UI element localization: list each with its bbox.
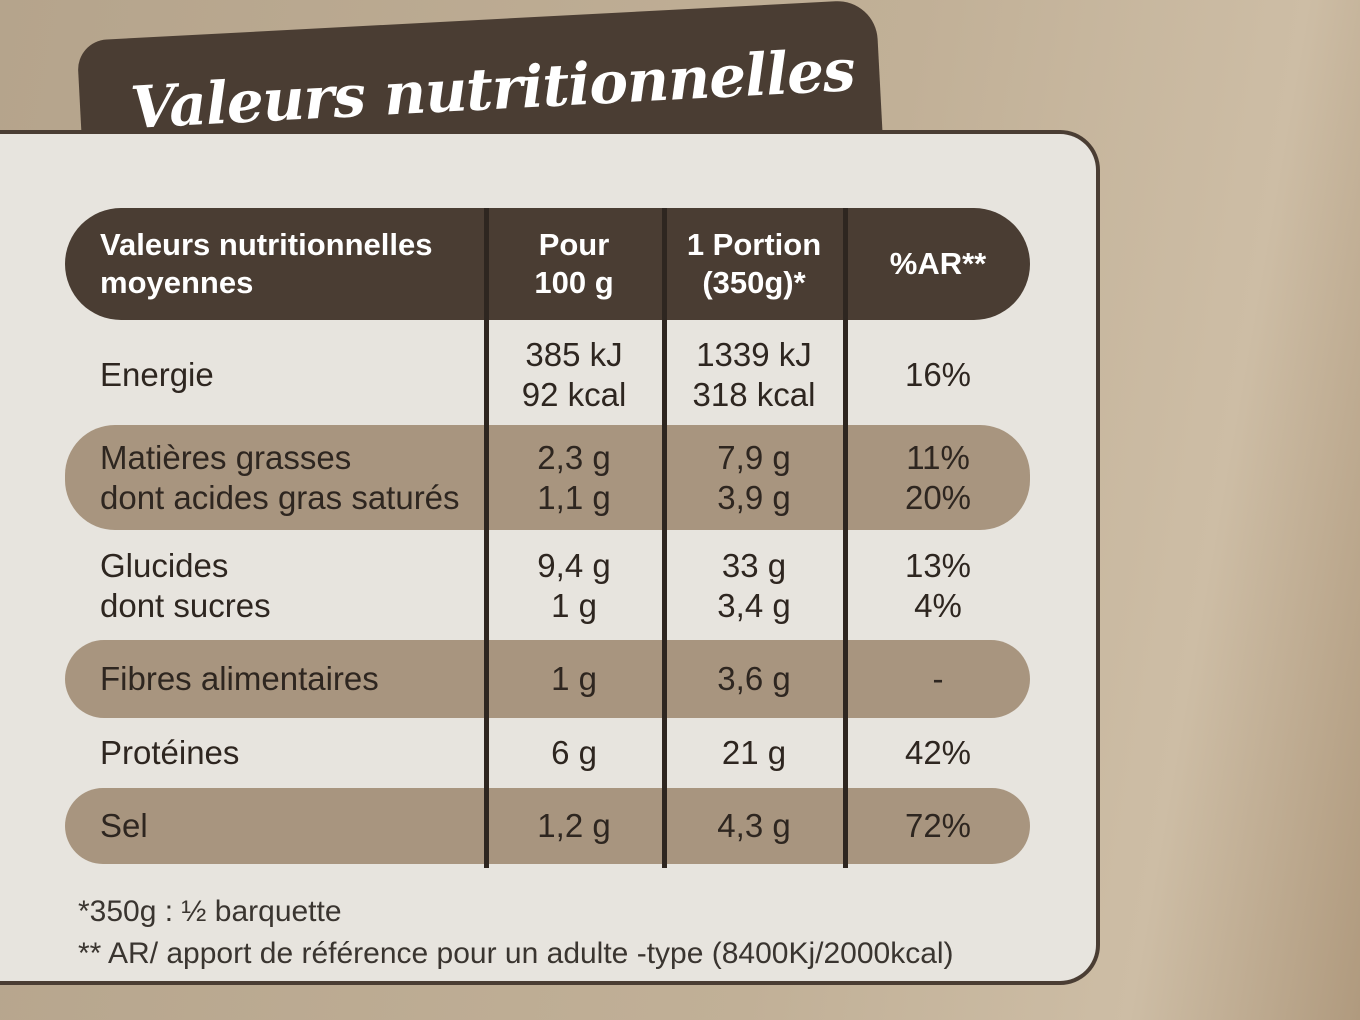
footnote: ** AR/ apport de référence pour un adult… (78, 937, 954, 970)
cell-line: 318 kcal (692, 376, 816, 413)
cell-line: dont sucres (100, 587, 271, 624)
cell-line: moyennes (100, 265, 254, 300)
cell-line: Fibres alimentaires (100, 660, 379, 697)
cell-line: 100 g (534, 265, 614, 300)
cell-line: 16% (904, 356, 972, 393)
cell-line: 33 g (721, 547, 787, 584)
cell-line: dont acides gras saturés (100, 478, 460, 516)
row-label: Fibres alimentaires (100, 640, 480, 718)
footnote: *350g : ½ barquette (78, 895, 342, 928)
value-cell: 72% (848, 788, 1028, 864)
cell-line: 3,4 g (717, 587, 791, 624)
cell-line: 4,3 g (717, 807, 791, 844)
header-band (65, 208, 1030, 320)
cell-line: 13% (904, 547, 972, 584)
value-cell: 42% (848, 722, 1028, 784)
value-cell: 1339 kJ 318 kcal (666, 330, 842, 420)
cell-line: Pour (538, 227, 610, 262)
row-band (65, 425, 1030, 530)
value-cell: 2,3 g 1,1 g (488, 425, 660, 530)
column-separator (843, 208, 848, 868)
cell-line: %AR** (889, 246, 987, 281)
cell-line: 2,3 g (537, 438, 611, 476)
cell-line: Valeurs nutritionnelles (100, 227, 433, 262)
cell-line: 4% (914, 587, 962, 624)
column-separator (662, 208, 667, 868)
cell-line: 1,1 g (537, 478, 611, 516)
cell-line: 1339 kJ (696, 336, 812, 373)
header-cell: Pour 100 g (488, 208, 660, 320)
value-cell: 11% 20% (848, 425, 1028, 530)
cell-line: 385 kJ (525, 336, 623, 373)
cell-line: 20% (904, 478, 972, 516)
value-cell: - (848, 640, 1028, 718)
cell-line: 1,2 g (537, 807, 611, 844)
header-cell: Valeurs nutritionnelles moyennes (100, 208, 480, 320)
row-label: Energie (100, 330, 480, 420)
cell-line: 1 Portion (686, 227, 822, 262)
row-label: Sel (100, 788, 480, 864)
value-cell: 33 g 3,4 g (666, 540, 842, 632)
cell-line: 6 g (551, 734, 597, 771)
cell-line: 72% (904, 807, 972, 844)
column-separator (484, 208, 489, 868)
cell-line: (350g)* (702, 265, 806, 300)
cell-line: 92 kcal (521, 376, 627, 413)
cell-line: - (932, 660, 944, 697)
cell-line: 1 g (551, 587, 597, 624)
header-cell: 1 Portion (350g)* (666, 208, 842, 320)
cell-line: 42% (904, 734, 972, 771)
value-cell: 16% (848, 330, 1028, 420)
cell-line: 3,9 g (717, 478, 791, 516)
cell-line: 7,9 g (717, 438, 791, 476)
cell-line: Glucides (100, 547, 229, 584)
value-cell: 3,6 g (666, 640, 842, 718)
cell-line: Energie (100, 356, 214, 393)
value-cell: 13% 4% (848, 540, 1028, 632)
header-cell: %AR** (848, 208, 1028, 320)
cell-line: 9,4 g (537, 547, 611, 584)
value-cell: 4,3 g (666, 788, 842, 864)
row-label: Matières grasses dont acides gras saturés (100, 425, 480, 530)
value-cell: 21 g (666, 722, 842, 784)
row-band (65, 640, 1030, 718)
value-cell: 6 g (488, 722, 660, 784)
row-label: Protéines (100, 722, 480, 784)
row-label: Glucides dont sucres (100, 540, 480, 632)
value-cell: 1 g (488, 640, 660, 718)
cell-line: Protéines (100, 734, 240, 771)
cell-line: 11% (906, 438, 970, 476)
value-cell: 7,9 g 3,9 g (666, 425, 842, 530)
value-cell: 385 kJ 92 kcal (488, 330, 660, 420)
cell-line: 21 g (721, 734, 787, 771)
cell-line: 3,6 g (717, 660, 791, 697)
row-band (65, 788, 1030, 864)
value-cell: 1,2 g (488, 788, 660, 864)
cell-line: Sel (100, 807, 148, 844)
cell-line: Matières grasses (100, 438, 352, 476)
cell-line: 1 g (551, 660, 597, 697)
